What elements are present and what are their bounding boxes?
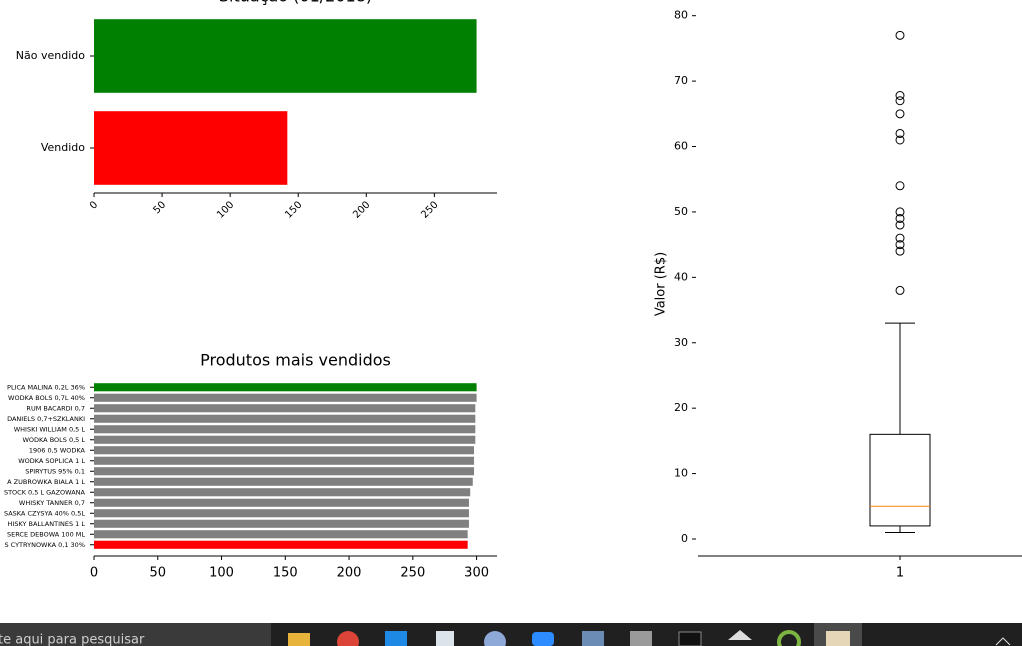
app-icon[interactable] bbox=[288, 633, 310, 646]
y-tick-label: 30 bbox=[674, 336, 688, 349]
y-tick-label: PLICA MALINA 0,2L 36% bbox=[7, 383, 85, 391]
x-tick-label: 300 bbox=[464, 566, 489, 581]
x-tick-label: 250 bbox=[419, 199, 440, 220]
bar bbox=[94, 498, 469, 507]
app-icon[interactable] bbox=[532, 632, 554, 646]
app-icon[interactable] bbox=[826, 631, 850, 646]
y-tick-label: WHISKY TANNER 0,7 bbox=[19, 499, 85, 507]
x-tick-label: 50 bbox=[149, 566, 166, 581]
x-tick-label: 200 bbox=[337, 566, 362, 581]
y-tick-label: 70 bbox=[674, 74, 688, 87]
box bbox=[869, 433, 931, 527]
y-tick-label: WHISKI WILLIAM 0,5 L bbox=[14, 425, 86, 433]
search-box[interactable] bbox=[0, 623, 271, 646]
flier bbox=[895, 213, 905, 223]
y-tick-label: 80 bbox=[674, 9, 688, 22]
flier bbox=[895, 96, 905, 106]
y-tick-label: HISKY BALLANTINES 1 L bbox=[8, 520, 86, 528]
flier bbox=[895, 30, 905, 40]
y-tick-label: 40 bbox=[674, 270, 688, 283]
chart-title: Produtos mais vendidos bbox=[200, 351, 391, 370]
y-tick-label: SPIRYTUS 95% 0,1 bbox=[25, 467, 85, 475]
y-axis-label: Valor (R$) bbox=[654, 252, 669, 316]
y-tick-label: SERCE DEBOWA 100 ML bbox=[7, 530, 85, 538]
app-icon[interactable] bbox=[777, 630, 801, 646]
app-icon[interactable] bbox=[582, 631, 604, 646]
app-icon[interactable] bbox=[678, 631, 702, 646]
bar bbox=[94, 393, 477, 402]
bar bbox=[94, 488, 471, 497]
flier bbox=[895, 233, 905, 243]
y-tick-label: RUM BACARDI 0,7 bbox=[26, 404, 85, 412]
y-tick-label: STOCK 0,5 L GAZOWANA bbox=[4, 488, 86, 496]
y-tick-label: WODKA BOLS 0,7L 40% bbox=[8, 394, 85, 402]
app-icon[interactable] bbox=[728, 630, 752, 640]
tray-arrow[interactable] bbox=[995, 637, 1011, 646]
x-tick-label: 250 bbox=[400, 566, 425, 581]
flier bbox=[895, 135, 905, 145]
y-tick-label: WODKA SOPLICA 1 L bbox=[18, 457, 85, 465]
x-tick-label: 100 bbox=[209, 566, 234, 581]
x-tick-label: 50 bbox=[152, 199, 169, 216]
bar bbox=[94, 19, 477, 93]
flier bbox=[895, 109, 905, 119]
bar bbox=[94, 467, 475, 476]
y-tick-label: SASKA CZYSYA 40% 0,5L bbox=[4, 509, 85, 517]
x-tick-label: 150 bbox=[273, 566, 298, 581]
y-tick-label: Não vendido bbox=[16, 49, 85, 62]
y-tick-label: 10 bbox=[674, 467, 688, 480]
bar bbox=[94, 446, 475, 455]
bar bbox=[94, 435, 476, 444]
flier bbox=[895, 220, 905, 230]
app-icon[interactable] bbox=[385, 631, 407, 646]
y-tick-label: 60 bbox=[674, 140, 688, 153]
taskbar-icons bbox=[288, 623, 1011, 646]
bar bbox=[94, 509, 469, 518]
app-icon[interactable] bbox=[337, 631, 359, 646]
bar bbox=[94, 383, 477, 392]
bar bbox=[94, 519, 469, 528]
x-tick-label: 0 bbox=[88, 199, 100, 211]
x-tick-label: 100 bbox=[215, 199, 236, 220]
y-tick-label: 0 bbox=[681, 532, 688, 545]
bar bbox=[94, 456, 475, 465]
y-tick-label: WODKA BOLS 0,5 L bbox=[22, 436, 85, 444]
bar bbox=[94, 530, 468, 539]
y-tick-label: A ZUBROWKA BIALA 1 L bbox=[7, 478, 85, 486]
flier bbox=[895, 207, 905, 217]
bar bbox=[94, 111, 288, 185]
app-icon[interactable] bbox=[484, 631, 506, 646]
search-text[interactable]: te aqui para pesquisar bbox=[0, 633, 145, 646]
flier bbox=[895, 128, 905, 138]
flier bbox=[895, 181, 905, 191]
app-icon[interactable] bbox=[630, 631, 652, 646]
chart-title: Situação (01/2018) bbox=[219, 0, 372, 6]
bar bbox=[94, 540, 468, 549]
bar bbox=[94, 414, 476, 423]
y-tick-label: Vendido bbox=[41, 141, 85, 154]
bar bbox=[94, 404, 476, 413]
y-tick-label: 50 bbox=[674, 205, 688, 218]
bar bbox=[94, 477, 473, 486]
y-tick-label: S CYTRYNOWKA 0,1 30% bbox=[4, 541, 85, 549]
app-icon[interactable] bbox=[436, 631, 454, 646]
flier bbox=[895, 246, 905, 256]
y-tick-label: 20 bbox=[674, 401, 688, 414]
flier bbox=[895, 240, 905, 250]
flier bbox=[895, 285, 905, 295]
flier bbox=[895, 91, 905, 101]
x-tick-label: 200 bbox=[351, 199, 372, 220]
y-tick-label: DANIELS 0,7+SZKLANKI bbox=[7, 415, 85, 423]
y-tick-label: 1906 0,5 WODKA bbox=[29, 446, 86, 454]
x-tick-label: 1 bbox=[896, 566, 904, 581]
x-tick-label: 150 bbox=[283, 199, 304, 220]
x-tick-label: 0 bbox=[90, 566, 98, 581]
bar bbox=[94, 425, 476, 434]
